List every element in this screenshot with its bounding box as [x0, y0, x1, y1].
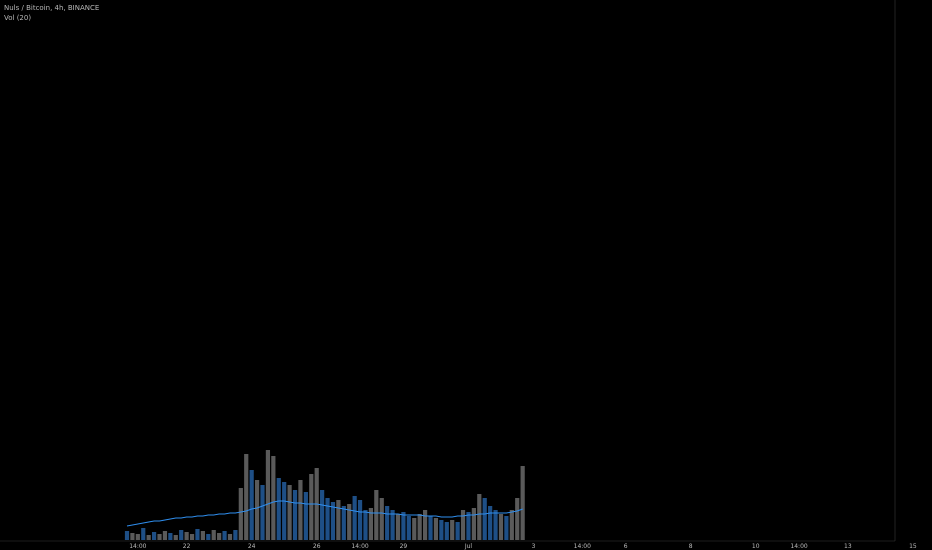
x-tick-label: 13 — [844, 543, 852, 550]
x-tick-label: Jul — [464, 543, 473, 550]
volume-bar — [455, 522, 460, 540]
volume-bar — [374, 490, 379, 540]
x-tick-label: 14:00 — [351, 543, 368, 550]
volume-bar — [157, 534, 162, 540]
volume-bar — [423, 510, 428, 540]
volume-bar — [249, 470, 254, 540]
x-tick-label: 26 — [313, 543, 321, 550]
volume-bar — [206, 534, 211, 540]
volume-bar — [368, 508, 373, 540]
volume-bar — [227, 534, 233, 540]
volume-bar — [330, 502, 336, 540]
volume-bar — [146, 535, 151, 540]
x-tick-label: 3 — [532, 543, 536, 550]
price-axis-background — [895, 0, 932, 550]
symbol-legend: Nuls / Bitcoin, 4h, BINANCE — [4, 4, 100, 12]
volume-bar — [406, 516, 411, 540]
volume-bar — [385, 506, 390, 540]
volume-bar — [433, 518, 439, 540]
volume-bar — [357, 500, 363, 540]
x-tick-label: 14:00 — [574, 543, 591, 550]
volume-bar — [466, 512, 471, 540]
volume-bar — [276, 478, 281, 540]
volume-bar — [320, 490, 325, 540]
volume-bar — [347, 504, 352, 540]
volume-bar — [162, 531, 168, 540]
volume-bar — [222, 531, 227, 540]
volume-bar — [444, 522, 449, 540]
volume-bar — [195, 529, 200, 540]
volume-bar — [254, 480, 260, 540]
volume-bar — [309, 474, 314, 540]
volume-bar — [233, 530, 238, 540]
volume-bar — [460, 510, 466, 540]
volume-bar — [352, 496, 357, 540]
volume-bar — [341, 506, 346, 540]
volume-bar — [417, 514, 422, 540]
volume-bar — [271, 456, 276, 540]
volume-bar — [260, 485, 265, 540]
x-tick-label: 14:00 — [790, 543, 807, 550]
volume-bar — [509, 510, 514, 540]
volume-bar — [189, 534, 195, 540]
volume-bar — [477, 494, 482, 540]
volume-bar — [282, 482, 287, 540]
volume-ma-line — [126, 500, 523, 527]
volume-bar — [439, 520, 444, 540]
x-tick-label: 29 — [400, 543, 408, 550]
volume-bar — [504, 516, 509, 540]
volume-bar — [412, 518, 417, 540]
volume-bar — [395, 514, 401, 540]
x-tick-label: 24 — [248, 543, 256, 550]
volume-bar — [471, 508, 476, 540]
volume-bar — [303, 492, 308, 540]
x-tick-label: 15 — [909, 543, 917, 550]
volume-bar — [217, 533, 222, 540]
x-tick-label: 10 — [752, 543, 760, 550]
volume-bar — [238, 488, 243, 540]
x-tick-label: 14:00 — [129, 543, 146, 550]
volume-bar — [244, 454, 249, 540]
volume-bar — [498, 514, 504, 540]
volume-bar — [493, 510, 498, 540]
volume-bar — [363, 510, 368, 540]
x-tick-label: 22 — [183, 543, 191, 550]
volume-bar — [265, 450, 271, 540]
volume-bar — [135, 534, 140, 540]
volume-bar — [428, 516, 433, 540]
volume-bar — [211, 530, 216, 540]
volume-bar — [200, 531, 205, 540]
volume-bar — [124, 531, 130, 540]
volume-bar — [390, 510, 395, 540]
volume-bar — [287, 485, 292, 540]
volume-legend: Vol (20) — [4, 14, 32, 22]
volume-bar — [168, 533, 173, 540]
volume-bar — [179, 530, 184, 540]
volume-bar — [379, 498, 384, 540]
volume-bar — [298, 480, 303, 540]
volume-bar — [184, 532, 189, 540]
volume-bar — [520, 466, 525, 540]
volume-bar — [488, 506, 493, 540]
volume-bar — [130, 533, 135, 540]
x-tick-label: 6 — [624, 543, 628, 550]
volume-bar — [450, 520, 455, 540]
volume-bar — [401, 512, 406, 540]
volume-bar — [173, 535, 178, 540]
volume-bar — [152, 532, 157, 540]
volume-bar — [482, 498, 487, 540]
x-tick-label: 8 — [689, 543, 693, 550]
volume-bar — [141, 528, 146, 540]
volume-bar — [515, 498, 520, 540]
volume-bar — [336, 500, 341, 540]
volume-bar — [292, 490, 298, 540]
volume-bar — [325, 498, 330, 540]
